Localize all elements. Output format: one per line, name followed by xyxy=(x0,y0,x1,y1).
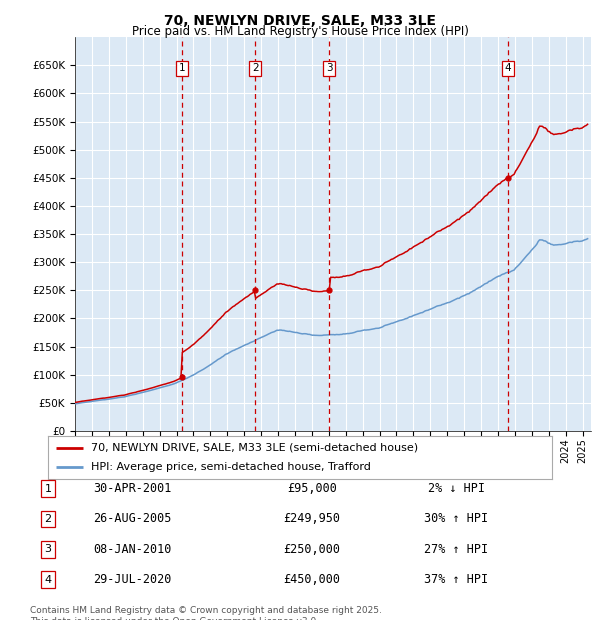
Text: 08-JAN-2010: 08-JAN-2010 xyxy=(93,543,171,556)
Text: 30% ↑ HPI: 30% ↑ HPI xyxy=(424,513,488,525)
Text: 2: 2 xyxy=(44,514,52,524)
Text: £250,000: £250,000 xyxy=(284,543,341,556)
Text: 3: 3 xyxy=(326,63,332,73)
Text: 4: 4 xyxy=(505,63,511,73)
Text: £249,950: £249,950 xyxy=(284,513,341,525)
Text: £95,000: £95,000 xyxy=(287,482,337,495)
Text: £450,000: £450,000 xyxy=(284,574,341,586)
Text: 70, NEWLYN DRIVE, SALE, M33 3LE (semi-detached house): 70, NEWLYN DRIVE, SALE, M33 3LE (semi-de… xyxy=(91,443,418,453)
Text: 1: 1 xyxy=(179,63,185,73)
Text: 2% ↓ HPI: 2% ↓ HPI xyxy=(427,482,485,495)
Text: 3: 3 xyxy=(44,544,52,554)
Text: 37% ↑ HPI: 37% ↑ HPI xyxy=(424,574,488,586)
Text: 2: 2 xyxy=(252,63,259,73)
Text: 4: 4 xyxy=(44,575,52,585)
Text: HPI: Average price, semi-detached house, Trafford: HPI: Average price, semi-detached house,… xyxy=(91,463,371,472)
Text: 1: 1 xyxy=(44,484,52,494)
Text: Contains HM Land Registry data © Crown copyright and database right 2025.
This d: Contains HM Land Registry data © Crown c… xyxy=(30,606,382,620)
Text: 29-JUL-2020: 29-JUL-2020 xyxy=(93,574,171,586)
Text: Price paid vs. HM Land Registry's House Price Index (HPI): Price paid vs. HM Land Registry's House … xyxy=(131,25,469,38)
Text: 26-AUG-2005: 26-AUG-2005 xyxy=(93,513,171,525)
Text: 70, NEWLYN DRIVE, SALE, M33 3LE: 70, NEWLYN DRIVE, SALE, M33 3LE xyxy=(164,14,436,28)
Text: 27% ↑ HPI: 27% ↑ HPI xyxy=(424,543,488,556)
Text: 30-APR-2001: 30-APR-2001 xyxy=(93,482,171,495)
